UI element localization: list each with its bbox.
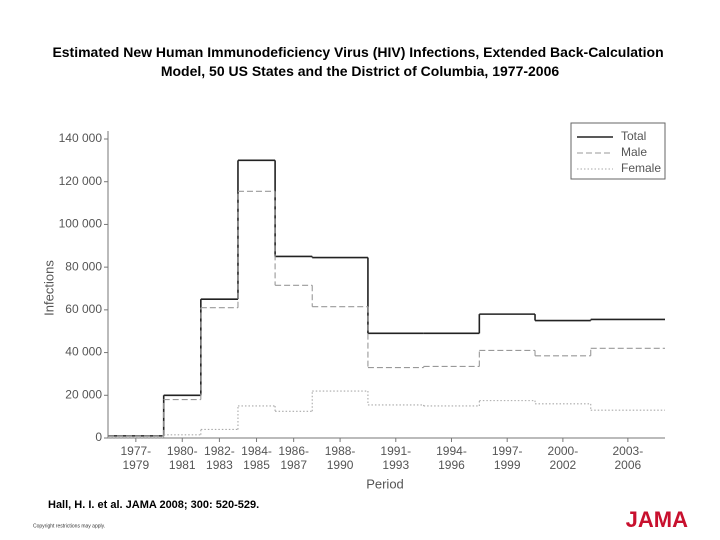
citation: Hall, H. I. et al. JAMA 2008; 300: 520-5…: [48, 499, 259, 511]
x-tick-label: 2000-2002: [548, 444, 579, 472]
x-tick-label: 1991-1993: [380, 444, 411, 472]
x-tick-label: 1994-1996: [436, 444, 467, 472]
legend-label: Male: [621, 145, 647, 159]
x-axis-label: Period: [366, 476, 404, 491]
x-tick-label: 1982-1983: [204, 444, 235, 472]
x-tick-label: 1986-1987: [278, 444, 309, 472]
x-tick-label: 1988-1990: [325, 444, 356, 472]
y-tick-label: 80 000: [65, 259, 102, 273]
logo: JAMA: [626, 507, 688, 532]
y-tick-label: 0: [95, 430, 102, 444]
copyright: Copyright restrictions may apply.: [33, 523, 105, 529]
x-tick-label: 1980-1981: [167, 444, 198, 472]
y-tick-label: 100 000: [59, 217, 103, 231]
x-tick-label: 1984-1985: [241, 444, 272, 472]
y-tick-label: 120 000: [59, 174, 103, 188]
y-tick-label: 140 000: [59, 131, 103, 145]
y-tick-label: 60 000: [65, 302, 102, 316]
y-tick-label: 20 000: [65, 387, 102, 401]
x-tick-label: 2003-2006: [613, 444, 644, 472]
legend-box: [570, 122, 666, 180]
y-axis-label: Infections: [41, 260, 56, 316]
legend-label: Female: [621, 161, 661, 175]
x-tick-label: 1977-1979: [120, 444, 151, 472]
y-tick-label: 40 000: [65, 345, 102, 359]
legend-label: Total: [621, 129, 646, 143]
x-tick-label: 1997-1999: [492, 444, 523, 472]
chart-title: Estimated New Human Immunodeficiency Vir…: [52, 44, 667, 79]
